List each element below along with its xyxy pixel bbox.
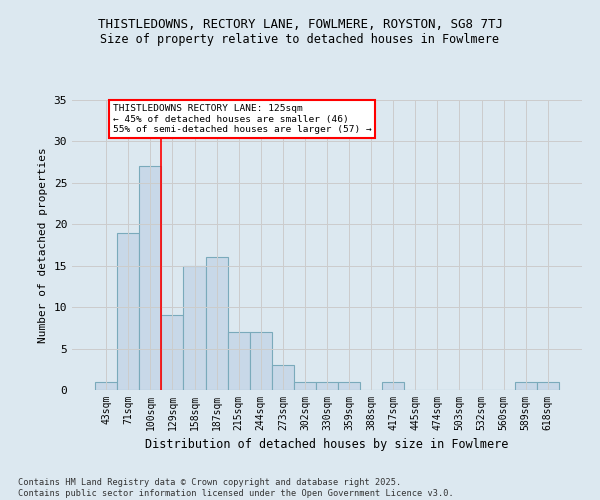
Y-axis label: Number of detached properties: Number of detached properties [38, 147, 48, 343]
Text: THISTLEDOWNS RECTORY LANE: 125sqm
← 45% of detached houses are smaller (46)
55% : THISTLEDOWNS RECTORY LANE: 125sqm ← 45% … [113, 104, 371, 134]
Bar [272, 365, 294, 390]
Text: Size of property relative to detached houses in Fowlmere: Size of property relative to detached ho… [101, 32, 499, 46]
Bar [250, 332, 272, 390]
Bar [161, 316, 184, 390]
Bar [294, 382, 316, 390]
Bar [95, 382, 117, 390]
Bar [515, 382, 537, 390]
Bar [316, 382, 338, 390]
Bar [537, 382, 559, 390]
Bar [338, 382, 360, 390]
Bar [227, 332, 250, 390]
Text: THISTLEDOWNS, RECTORY LANE, FOWLMERE, ROYSTON, SG8 7TJ: THISTLEDOWNS, RECTORY LANE, FOWLMERE, RO… [97, 18, 503, 30]
Bar [184, 266, 206, 390]
Bar [382, 382, 404, 390]
Bar [117, 232, 139, 390]
Bar [139, 166, 161, 390]
X-axis label: Distribution of detached houses by size in Fowlmere: Distribution of detached houses by size … [145, 438, 509, 452]
Text: Contains HM Land Registry data © Crown copyright and database right 2025.
Contai: Contains HM Land Registry data © Crown c… [18, 478, 454, 498]
Bar [206, 258, 227, 390]
